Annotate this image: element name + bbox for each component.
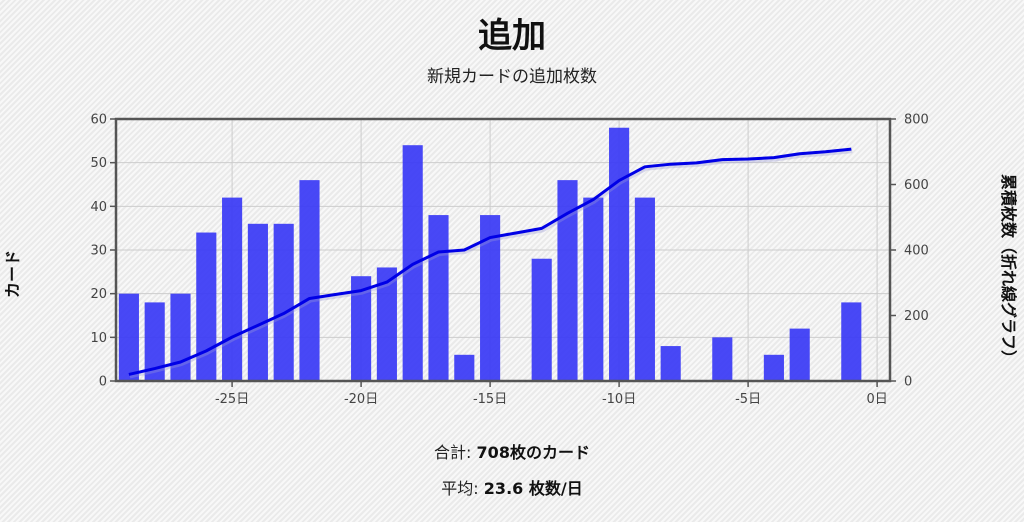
x-tick-label: 0日: [866, 392, 887, 407]
cumulative-line-layer: [128, 147, 853, 379]
x-tick-label: -25日: [215, 392, 249, 407]
y2-tick-label: 200: [904, 309, 929, 324]
bar: [118, 293, 139, 381]
bar: [557, 180, 578, 381]
stat-total: 合計: 708枚のカード: [0, 439, 1024, 463]
bar: [763, 354, 784, 381]
bar: [196, 232, 217, 381]
x-tick-label: -20日: [344, 392, 378, 407]
cumulative-line: [128, 147, 852, 376]
stat-average-label: 平均:: [441, 479, 479, 498]
y-tick-label: 30: [90, 244, 107, 259]
bar: [480, 215, 501, 381]
bar: [144, 302, 165, 381]
y2-axis-label: 累積枚数（折れ線グラフ）: [999, 174, 1018, 366]
x-tick-label: -5日: [735, 392, 761, 407]
bar: [454, 354, 475, 381]
bars-layer: [118, 127, 862, 381]
x-tick-label: -10日: [602, 392, 636, 407]
bar: [299, 180, 320, 381]
bar: [247, 223, 268, 381]
bar: [634, 197, 655, 381]
stat-total-value: 708枚のカード: [476, 443, 590, 462]
y-tick-label: 40: [90, 200, 107, 215]
bar: [789, 328, 810, 381]
y2-tick-label: 600: [904, 178, 929, 193]
y2-tick-label: 800: [904, 113, 929, 128]
x-tick-label: -15日: [473, 392, 507, 407]
stat-average-value: 23.6 枚数/日: [483, 479, 583, 498]
y-tick-label: 60: [90, 113, 107, 128]
y-tick-label: 20: [90, 287, 107, 302]
chart-subtitle: 新規カードの追加枚数: [427, 67, 597, 87]
y-tick-label: 10: [90, 331, 107, 346]
bar: [531, 258, 552, 381]
y2-tick-label: 400: [904, 244, 929, 259]
y-axis-label: カード: [3, 250, 22, 298]
bar: [609, 127, 630, 381]
stat-total-label: 合計:: [434, 443, 472, 462]
stat-average: 平均: 23.6 枚数/日: [0, 475, 1024, 499]
bar: [273, 223, 294, 381]
chart-title: 追加: [478, 16, 546, 56]
bar: [660, 346, 681, 381]
bar: [712, 337, 733, 381]
y-tick-label: 0: [99, 375, 107, 390]
bar: [428, 215, 449, 381]
bar: [222, 197, 243, 381]
y-tick-label: 50: [90, 156, 107, 171]
y2-tick-label: 0: [904, 375, 912, 390]
bar: [376, 267, 397, 381]
cumulative-line-shadow: [129, 149, 853, 379]
bar: [351, 276, 372, 381]
bar: [583, 197, 604, 381]
bar: [841, 302, 862, 381]
